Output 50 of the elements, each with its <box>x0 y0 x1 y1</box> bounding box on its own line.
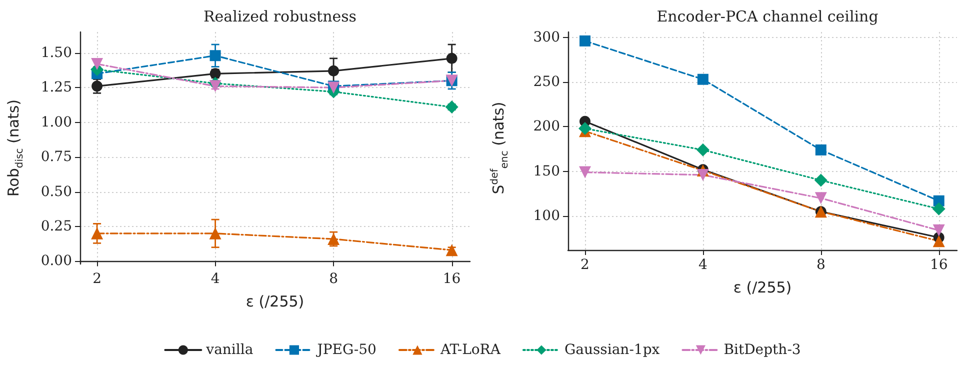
x-tick-label: 2 <box>92 271 102 287</box>
point <box>209 80 222 92</box>
x-axis-title: ε (/255) <box>733 278 792 296</box>
point <box>446 52 458 64</box>
point <box>209 227 222 240</box>
y-tick-label: 1.00 <box>40 114 72 130</box>
point <box>697 74 708 85</box>
point <box>579 35 590 46</box>
y-tick-label: 0.00 <box>40 253 72 270</box>
point <box>91 58 104 70</box>
x-tick-label: 8 <box>816 257 826 273</box>
x-axis-title: ε (/255) <box>246 292 304 310</box>
point <box>815 144 826 156</box>
point <box>696 143 710 156</box>
legend-label: JPEG-50 <box>315 342 376 358</box>
point <box>696 168 709 181</box>
point <box>932 224 945 236</box>
point <box>814 174 828 187</box>
y-tick-label: 0.50 <box>40 184 72 200</box>
x-tick-label: 16 <box>442 271 461 287</box>
x-tick-label: 4 <box>210 271 220 287</box>
point <box>814 192 827 204</box>
point <box>578 166 591 178</box>
y-tick-label: 250 <box>533 74 560 90</box>
y-tick-label: 0.25 <box>40 218 72 234</box>
y-tick-label: 1.25 <box>40 80 72 96</box>
legend-label: BitDepth-3 <box>724 342 801 358</box>
x-tick-label: 4 <box>698 257 708 273</box>
y-tick-label: 200 <box>533 118 560 135</box>
chart-title: Encoder-PCA channel ceiling <box>656 8 879 26</box>
legend-label: AT-LoRA <box>439 342 502 358</box>
legend-label: Gaussian-1px <box>564 342 660 358</box>
point <box>578 122 592 135</box>
y-tick-label: 300 <box>533 29 560 46</box>
point <box>932 202 946 216</box>
y-tick-label: 0.75 <box>40 149 72 166</box>
legend-label: vanilla <box>205 342 254 358</box>
point <box>446 244 458 256</box>
point <box>210 50 221 62</box>
y-tick-label: 100 <box>533 208 560 224</box>
point <box>932 235 945 248</box>
x-tick-label: 2 <box>580 257 590 273</box>
x-tick-label: 8 <box>329 271 338 287</box>
point <box>445 100 458 114</box>
x-tick-label: 16 <box>930 257 948 273</box>
point <box>91 227 104 240</box>
y-tick-label: 1.50 <box>40 44 72 61</box>
point <box>328 65 340 76</box>
chart-title: Realized robustness <box>204 8 356 26</box>
y-tick-label: 150 <box>533 163 560 180</box>
